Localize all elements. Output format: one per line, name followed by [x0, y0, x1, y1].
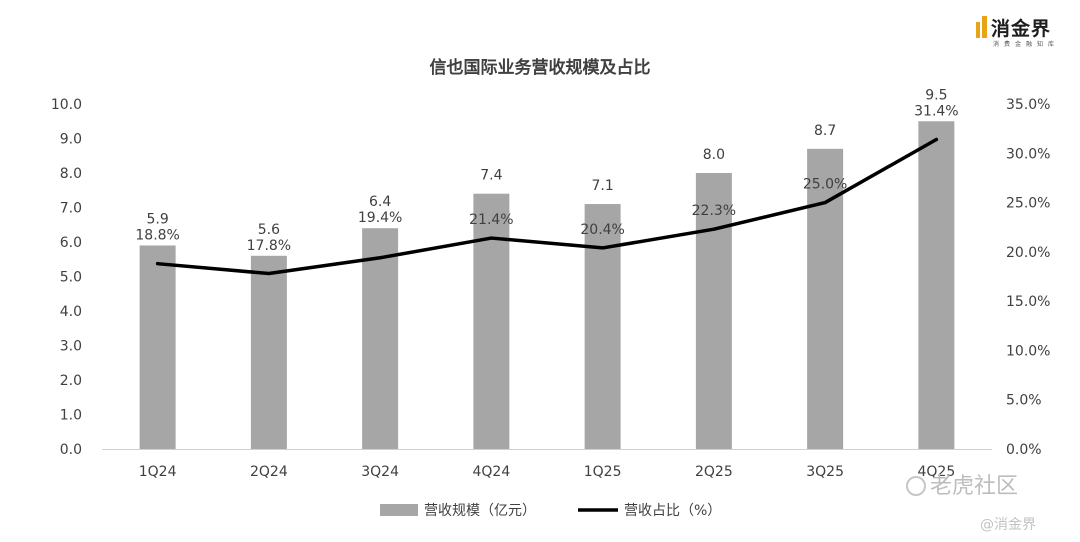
chart-title: 信也国际业务营收规模及占比 — [430, 57, 651, 78]
revenue-data-label: 8.0 — [703, 147, 725, 163]
share-line-point — [823, 201, 827, 205]
revenue-data-label: 6.4 — [369, 194, 391, 210]
right-axis-tick-label: 20.0% — [1006, 245, 1050, 261]
revenue-bar — [250, 255, 287, 449]
left-axis-tick-label: 4.0 — [60, 304, 82, 320]
right-axis-tick-label: 35.0% — [1006, 97, 1050, 113]
revenue-data-label: 5.6 — [258, 222, 280, 238]
share-data-label: 20.4% — [580, 222, 624, 238]
revenue-data-label: 9.5 — [925, 87, 947, 103]
left-axis-tick-label: 10.0 — [51, 97, 82, 113]
revenue-bar — [918, 121, 955, 449]
share-line — [155, 137, 939, 276]
watermark-handle: @消金界 — [980, 517, 1036, 533]
xiaojinjie-logo: 消金界 消费金融知库 — [976, 14, 1068, 48]
revenue-bar — [695, 173, 732, 449]
left-axis-tick-label: 5.0 — [60, 270, 82, 286]
x-axis-tick-label: 3Q25 — [806, 464, 844, 480]
logo-bars-icon — [976, 16, 988, 38]
x-axis-tick-label: 3Q24 — [361, 464, 399, 480]
left-axis-tick-label: 1.0 — [60, 408, 82, 424]
logo-subtitle: 消费金融知库 — [993, 41, 1060, 48]
revenue-data-label: 8.7 — [814, 123, 836, 139]
share-data-label: 21.4% — [469, 212, 513, 228]
left-axis-tick-label: 9.0 — [60, 132, 82, 148]
revenue-bar — [807, 148, 844, 449]
share-line-point — [712, 227, 716, 231]
right-axis-tick-label: 0.0% — [1006, 442, 1042, 458]
x-axis-tick-label: 4Q24 — [473, 464, 511, 480]
legend-bar-swatch — [380, 504, 418, 516]
x-axis-tick-label: 2Q24 — [250, 464, 288, 480]
left-axis-tick-label: 2.0 — [60, 373, 82, 389]
right-axis-tick-label: 25.0% — [1006, 196, 1050, 212]
share-data-label: 18.8% — [135, 227, 179, 243]
x-axis-tick-label: 4Q25 — [918, 464, 956, 480]
right-axis-tick-label: 5.0% — [1006, 393, 1042, 409]
revenue-data-label: 5.9 — [146, 211, 168, 227]
legend-line-label: 营收占比（%） — [624, 503, 721, 519]
left-axis-tick-label: 0.0 — [60, 442, 82, 458]
share-line-point — [378, 256, 382, 260]
left-axis-tick-label: 6.0 — [60, 235, 82, 251]
revenue-bar — [362, 228, 399, 449]
revenue-data-label: 7.4 — [480, 168, 502, 184]
x-axis-tick-label: 1Q25 — [584, 464, 622, 480]
share-data-label: 19.4% — [358, 210, 402, 226]
left-axis-tick-label: 7.0 — [60, 201, 82, 217]
tiger-logo-icon — [906, 476, 926, 496]
share-line-point — [267, 272, 271, 276]
share-line-point — [934, 137, 938, 141]
x-axis-tick-label: 2Q25 — [695, 464, 733, 480]
right-axis-tick-label: 10.0% — [1006, 343, 1050, 359]
share-line-point — [601, 246, 605, 250]
revenue-data-label: 7.1 — [591, 178, 613, 194]
logo-text: 消金界 — [991, 18, 1052, 40]
share-line-point — [156, 262, 160, 266]
revenue-bar — [584, 204, 621, 449]
left-axis-tick-label: 3.0 — [60, 339, 82, 355]
watermark-text: 老虎社区 — [930, 474, 1019, 499]
share-data-label: 25.0% — [803, 177, 847, 193]
share-data-label: 31.4% — [914, 103, 958, 119]
share-line-point — [489, 236, 493, 240]
revenue-bar — [473, 193, 510, 449]
right-axis-tick-label: 30.0% — [1006, 146, 1050, 162]
x-axis-tick-label: 1Q24 — [139, 464, 177, 480]
share-data-label: 22.3% — [692, 203, 736, 219]
tiger-community-watermark: 老虎社区 — [906, 468, 1018, 500]
right-axis-tick-label: 15.0% — [1006, 294, 1050, 310]
left-axis-tick-label: 8.0 — [60, 166, 82, 182]
revenue-bar — [139, 245, 176, 449]
share-data-label: 17.8% — [247, 238, 291, 254]
legend-bar-label: 营收规模（亿元） — [424, 503, 536, 519]
